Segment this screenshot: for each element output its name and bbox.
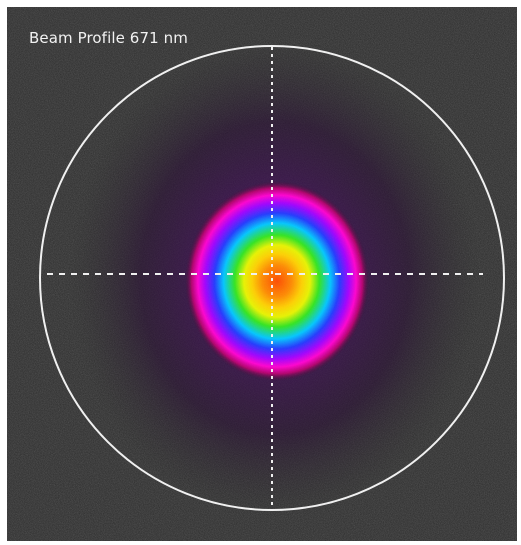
aperture-circle-icon [39, 45, 505, 511]
beam-profile-image [7, 7, 517, 541]
crosshair-icon [47, 47, 483, 509]
beam-profile-title: Beam Profile 671 nm [29, 29, 188, 47]
beam-profile-viewport[interactable]: Beam Profile 671 nm [7, 7, 517, 541]
